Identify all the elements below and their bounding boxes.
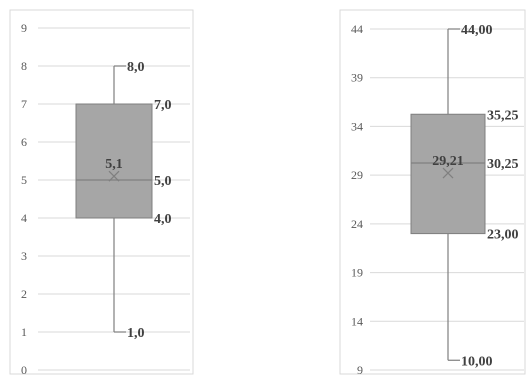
- y-tick-label: 5: [21, 173, 27, 187]
- mean-marker: [108, 170, 120, 182]
- y-tick-label: 19: [351, 266, 363, 280]
- max-label: 44,00: [461, 23, 493, 38]
- y-tick-label: 9: [21, 21, 27, 35]
- mean-label: 5,1: [105, 157, 123, 172]
- iqr-box: [75, 103, 153, 219]
- y-tick-label: 29: [351, 168, 363, 182]
- max-label: 8,0: [127, 60, 145, 75]
- y-tick-label: 2: [21, 287, 27, 301]
- y-tick-label: 34: [351, 119, 363, 133]
- y-tick-label: 6: [21, 135, 27, 149]
- y-tick-label: 3: [21, 249, 27, 263]
- y-tick-label: 1: [21, 325, 27, 339]
- q1-label: 4,0: [154, 212, 172, 227]
- y-tick-label: 8: [21, 59, 27, 73]
- chart-frame: [9, 9, 194, 375]
- mean-marker: [442, 167, 454, 179]
- y-tick-label: 9: [357, 363, 363, 377]
- mean-label: 29,21: [432, 154, 464, 169]
- y-tick-label: 7: [21, 97, 27, 111]
- median-label: 30,25: [487, 157, 519, 172]
- y-tick-label: 14: [351, 314, 363, 328]
- y-tick-label: 24: [351, 217, 363, 231]
- y-tick-label: 0: [21, 363, 27, 377]
- y-tick-label: 44: [351, 22, 363, 36]
- y-tick-label: 4: [21, 211, 27, 225]
- box-plot-1: 0 1 2 3 4 5 6 7 8 9 8,0 7,0 5,0 4,0 1,0 5,1: [9, 9, 194, 377]
- chart-frame: [339, 9, 526, 375]
- min-label: 1,0: [127, 326, 145, 341]
- y-tick-label: 39: [351, 71, 363, 85]
- median-label: 5,0: [154, 174, 172, 189]
- q3-label: 7,0: [154, 98, 172, 113]
- min-label: 10,00: [461, 354, 493, 369]
- q1-label: 23,00: [487, 228, 519, 243]
- q3-label: 35,25: [487, 108, 519, 123]
- box-plot-2: 9 14 19 24 29 34 39 44 44,00 35,25 30,25 23,00 10,00…: [339, 9, 526, 377]
